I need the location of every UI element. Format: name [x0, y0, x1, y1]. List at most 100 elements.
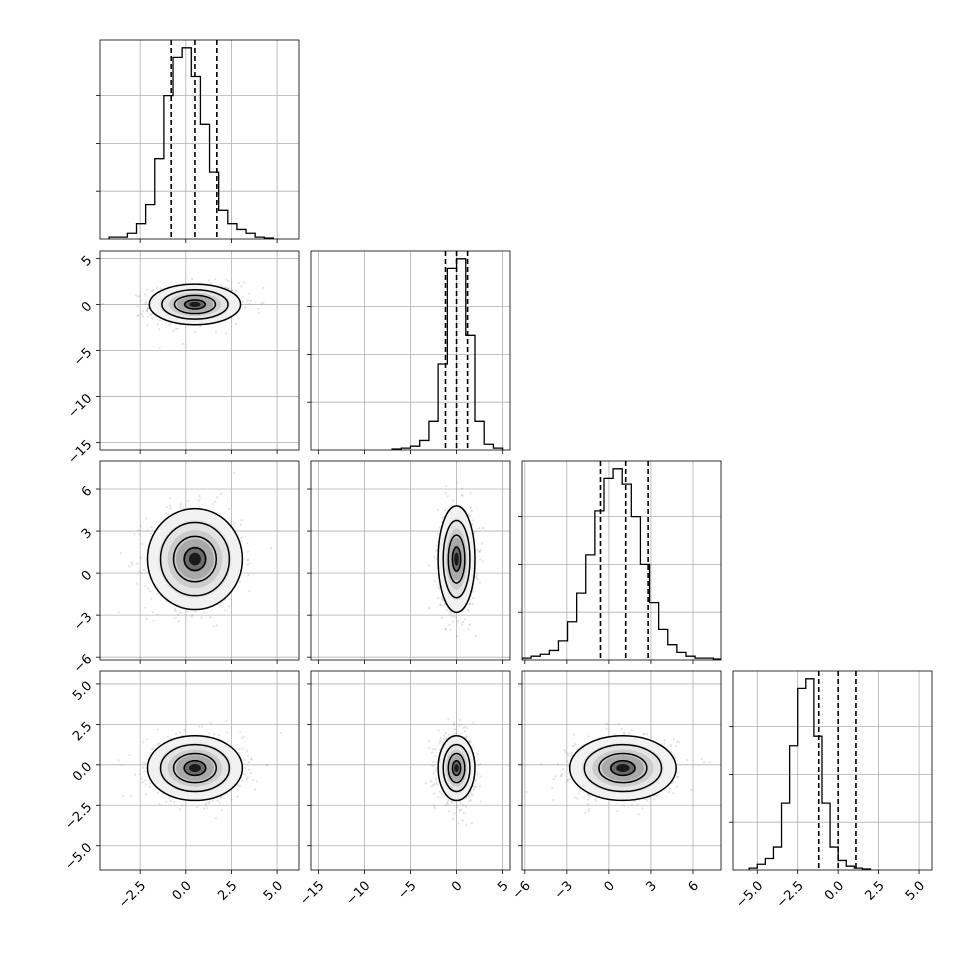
scatter-point [450, 614, 453, 618]
scatter-point [262, 301, 265, 304]
scatter-point [443, 509, 446, 512]
scatter-point [439, 737, 442, 740]
scatter-point [240, 285, 243, 288]
scatter-point [214, 278, 217, 281]
scatter-point [193, 331, 197, 334]
scatter-point [156, 323, 159, 326]
scatter-point [630, 803, 634, 806]
scatter-point [434, 769, 437, 772]
scatter-point [460, 623, 464, 626]
scatter-point [468, 623, 472, 626]
scatter-point [561, 768, 565, 771]
scatter-point [675, 745, 678, 748]
scatter-point [584, 811, 587, 814]
scatter-point [473, 785, 476, 789]
scatter-point [183, 728, 186, 731]
scatter-point [438, 526, 441, 529]
y-tick-label: −2.5 [62, 800, 95, 833]
scatter-point [461, 819, 464, 822]
scatter-point [164, 511, 167, 515]
panel-frame [732, 670, 933, 871]
scatter-point [622, 804, 626, 807]
scatter-point [230, 798, 233, 801]
scatter-point [620, 727, 623, 730]
scatter-point [211, 799, 214, 802]
scatter-point [166, 735, 169, 738]
scatter-point [218, 801, 221, 805]
scatter-point [137, 529, 141, 532]
y-tick-label: −5 [71, 345, 95, 369]
scatter-point [461, 487, 464, 490]
scatter-point [481, 527, 485, 530]
scatter-point [441, 599, 444, 602]
scatter-point [645, 733, 649, 736]
scatter-point [238, 281, 241, 284]
scatter-point [243, 735, 246, 739]
scatter-point [459, 802, 462, 805]
scatter-point [677, 775, 680, 778]
scatter-point [446, 802, 450, 806]
scatter-point [567, 753, 570, 756]
scatter-point [474, 779, 478, 782]
scatter-point [471, 602, 475, 605]
scatter-point [464, 618, 467, 621]
scatter-point [224, 332, 228, 335]
scatter-point [176, 613, 180, 617]
scatter-point [444, 628, 447, 631]
scatter-point [570, 751, 574, 755]
scatter-point [130, 561, 133, 564]
scatter-point [159, 287, 162, 290]
scatter-point [158, 347, 161, 350]
histogram-step [391, 258, 504, 450]
scatter-point [432, 804, 435, 807]
scatter-point [235, 322, 238, 325]
scatter-point [663, 742, 666, 745]
scatter-point [428, 746, 431, 750]
scatter-point [447, 733, 450, 736]
scatter-point [139, 571, 143, 575]
scatter-point [177, 620, 180, 623]
density-level-6 [454, 552, 459, 566]
scatter-point [210, 721, 213, 724]
scatter-point [128, 754, 131, 757]
scatter-point [135, 294, 138, 297]
scatter-point [230, 288, 234, 292]
scatter-point [157, 742, 160, 745]
scatter-point [449, 612, 452, 615]
scatter-point [453, 615, 456, 618]
y-tick-label: −5.0 [62, 840, 95, 873]
scatter-point [478, 550, 481, 553]
scatter-point [472, 721, 475, 724]
scatter-point [444, 627, 447, 630]
scatter-point [147, 587, 150, 590]
scatter-point [225, 278, 228, 281]
density-level-6 [189, 552, 201, 566]
scatter-point [136, 314, 139, 317]
scatter-point [214, 500, 217, 503]
scatter-point [138, 773, 141, 776]
contour-3 [598, 752, 648, 784]
scatter-point [135, 582, 138, 585]
scatter-point [140, 777, 143, 780]
scatter-point [246, 749, 249, 753]
scatter-point [469, 740, 472, 743]
scatter-point [243, 759, 246, 762]
scatter-point [438, 587, 441, 590]
scatter-point [442, 741, 445, 744]
scatter-point [260, 302, 263, 305]
panel-content [311, 461, 510, 660]
scatter-point [567, 765, 570, 768]
scatter-point [439, 603, 442, 606]
scatter-point [140, 542, 144, 545]
scatter-point [219, 797, 223, 800]
scatter-point [149, 590, 152, 593]
scatter-point [672, 780, 675, 783]
scatter-point [181, 804, 184, 807]
scatter-point [450, 801, 453, 804]
scatter-point [583, 796, 586, 799]
scatter-point [630, 728, 633, 731]
scatter-point [150, 290, 154, 293]
scatter-point [247, 768, 251, 772]
scatter-point [449, 628, 452, 631]
scatter-point [455, 804, 459, 807]
